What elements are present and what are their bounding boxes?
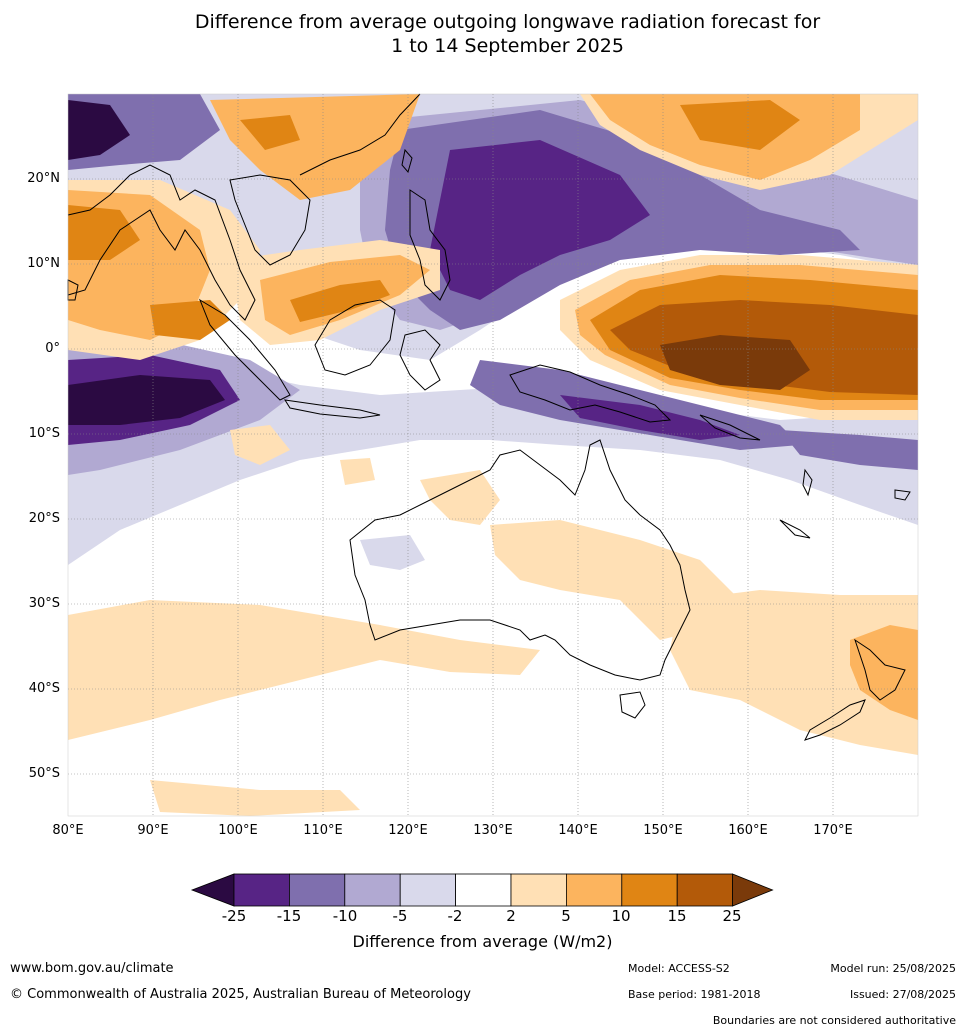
colorbar-cell — [510, 873, 567, 907]
anomaly-neg-west-australia-patch — [360, 535, 425, 570]
footer-issued: Issued: 27/08/2025 — [849, 988, 956, 1001]
taiwan-coastline — [401, 148, 413, 174]
footer-model: Model: ACCESS-S2 — [628, 962, 730, 975]
solomon-islands-coastline — [699, 414, 761, 441]
new-zealand-south-coastline — [804, 699, 866, 741]
anomaly-pos-north-scs-strong — [240, 115, 300, 150]
lon-label-110e: 110°E — [303, 823, 343, 838]
colorbar-tick-9: 25 — [722, 907, 742, 925]
sulawesi-coastline — [399, 329, 441, 391]
colorbar-extend-low — [190, 873, 235, 907]
vanuatu-coastline — [802, 468, 813, 497]
footer-base-period: Base period: 1981-2018 — [628, 988, 761, 1001]
colorbar — [190, 873, 774, 907]
tasmania-coastline — [619, 691, 646, 719]
lat-label-50s: 50°S — [28, 766, 60, 781]
philippines-coastline — [409, 189, 451, 301]
anomaly-neg-strong-wpac — [430, 140, 650, 300]
anomaly-pos-ne-pacific-strong — [680, 100, 800, 150]
anomaly-field — [68, 94, 918, 816]
lat-label-20n: 20°N — [27, 171, 60, 186]
footer-website: www.bom.gov.au/climate — [10, 961, 174, 976]
lat-label-30s: 30°S — [28, 596, 60, 611]
title-line-2: 1 to 14 September 2025 — [391, 35, 624, 57]
anomaly-pos-indian-small-1 — [230, 425, 290, 465]
lon-label-90e: 90°E — [137, 823, 169, 838]
new-caledonia-coastline — [779, 519, 811, 539]
anomaly-neg-east-band — [780, 430, 918, 470]
anomaly-pos-indian-ocean-south — [68, 600, 540, 740]
anomaly-pos-bay-of-bengal-strong — [68, 205, 140, 260]
fiji-coastline — [894, 489, 911, 501]
anomaly-pos-scs-band-strong — [290, 280, 390, 322]
lat-label-10s: 10°S — [28, 426, 60, 441]
footer-model-run: Model run: 25/08/2025 — [830, 962, 956, 975]
lat-label-20s: 20°S — [28, 511, 60, 526]
title-line-1: Difference from average outgoing longwav… — [194, 11, 821, 33]
borneo-coastline — [314, 299, 396, 376]
colorbar-tick-7: 10 — [611, 907, 631, 925]
lon-label-160e: 160°E — [728, 823, 768, 838]
sumatra-coastline — [198, 298, 291, 401]
lon-label-170e: 170°E — [813, 823, 853, 838]
footer-copyright: © Commonwealth of Australia 2025, Austra… — [10, 987, 471, 1002]
new-guinea-coastline — [509, 364, 672, 423]
colorbar-title: Difference from average (W/m2) — [352, 932, 613, 951]
lon-label-80e: 80°E — [52, 823, 84, 838]
colorbar-tick-0: -25 — [221, 907, 247, 925]
anomaly-neg-png-strong — [560, 395, 740, 440]
colorbar-extend-high — [732, 873, 774, 907]
coastlines — [67, 93, 911, 741]
colorbar-tick-2: -10 — [332, 907, 358, 925]
colorbar-tick-3: -5 — [392, 907, 408, 925]
anomaly-neg-light-band-south — [68, 355, 918, 565]
lon-label-120e: 120°E — [388, 823, 428, 838]
lon-label-150e: 150°E — [643, 823, 683, 838]
colorbar-cell — [289, 873, 346, 907]
colorbar-cell — [565, 873, 623, 907]
colorbar-tick-1: -15 — [276, 907, 302, 925]
anomaly-neg-nw-corner-strong — [68, 100, 130, 160]
anomaly-pos-south-band — [150, 780, 360, 816]
lat-label-10n: 10°N — [27, 256, 60, 271]
lat-label-0: 0° — [45, 341, 60, 356]
java-coastline — [284, 399, 381, 419]
footer-disclaimer: Boundaries are not considered authoritat… — [712, 1014, 956, 1027]
australia-coastline — [349, 439, 691, 681]
anomaly-pos-nz-mid — [850, 625, 918, 720]
lon-label-100e: 100°E — [218, 823, 258, 838]
map-title: Difference from average outgoing longwav… — [0, 10, 965, 58]
anomaly-pos-nw-australia — [420, 470, 500, 525]
asia-mainland-coastline — [67, 164, 256, 321]
indochina-coastline — [229, 174, 311, 266]
anomaly-pos-tasman — [670, 590, 918, 755]
colorbar-tick-5: 2 — [506, 907, 516, 925]
gridlines — [68, 94, 918, 816]
colorbar-cell — [233, 873, 290, 907]
new-zealand-north-coastline — [854, 638, 906, 701]
anomaly-pos-bay-of-bengal-strong-2 — [150, 300, 230, 340]
map-canvas — [67, 93, 919, 817]
lat-label-40s: 40°S — [28, 681, 60, 696]
colorbar-tick-8: 15 — [667, 907, 687, 925]
anomaly-pos-central-australia — [490, 520, 740, 640]
china-coastline — [299, 93, 421, 176]
colorbar-tick-4: -2 — [447, 907, 463, 925]
colorbar-cell — [344, 873, 401, 907]
lon-label-140e: 140°E — [558, 823, 598, 838]
colorbar-tick-6: 5 — [561, 907, 571, 925]
lon-label-130e: 130°E — [473, 823, 513, 838]
anomaly-neg-indian-ocean-strong — [68, 375, 225, 425]
colorbar-cell — [399, 873, 456, 907]
anomaly-pos-indian-small-2 — [340, 458, 375, 485]
colorbar-cell — [621, 873, 678, 907]
map-frame — [67, 93, 919, 817]
colorbar-cell — [455, 873, 512, 907]
colorbar-cell — [676, 873, 734, 907]
anomaly-pos-central-pacific-strongest — [660, 335, 810, 390]
